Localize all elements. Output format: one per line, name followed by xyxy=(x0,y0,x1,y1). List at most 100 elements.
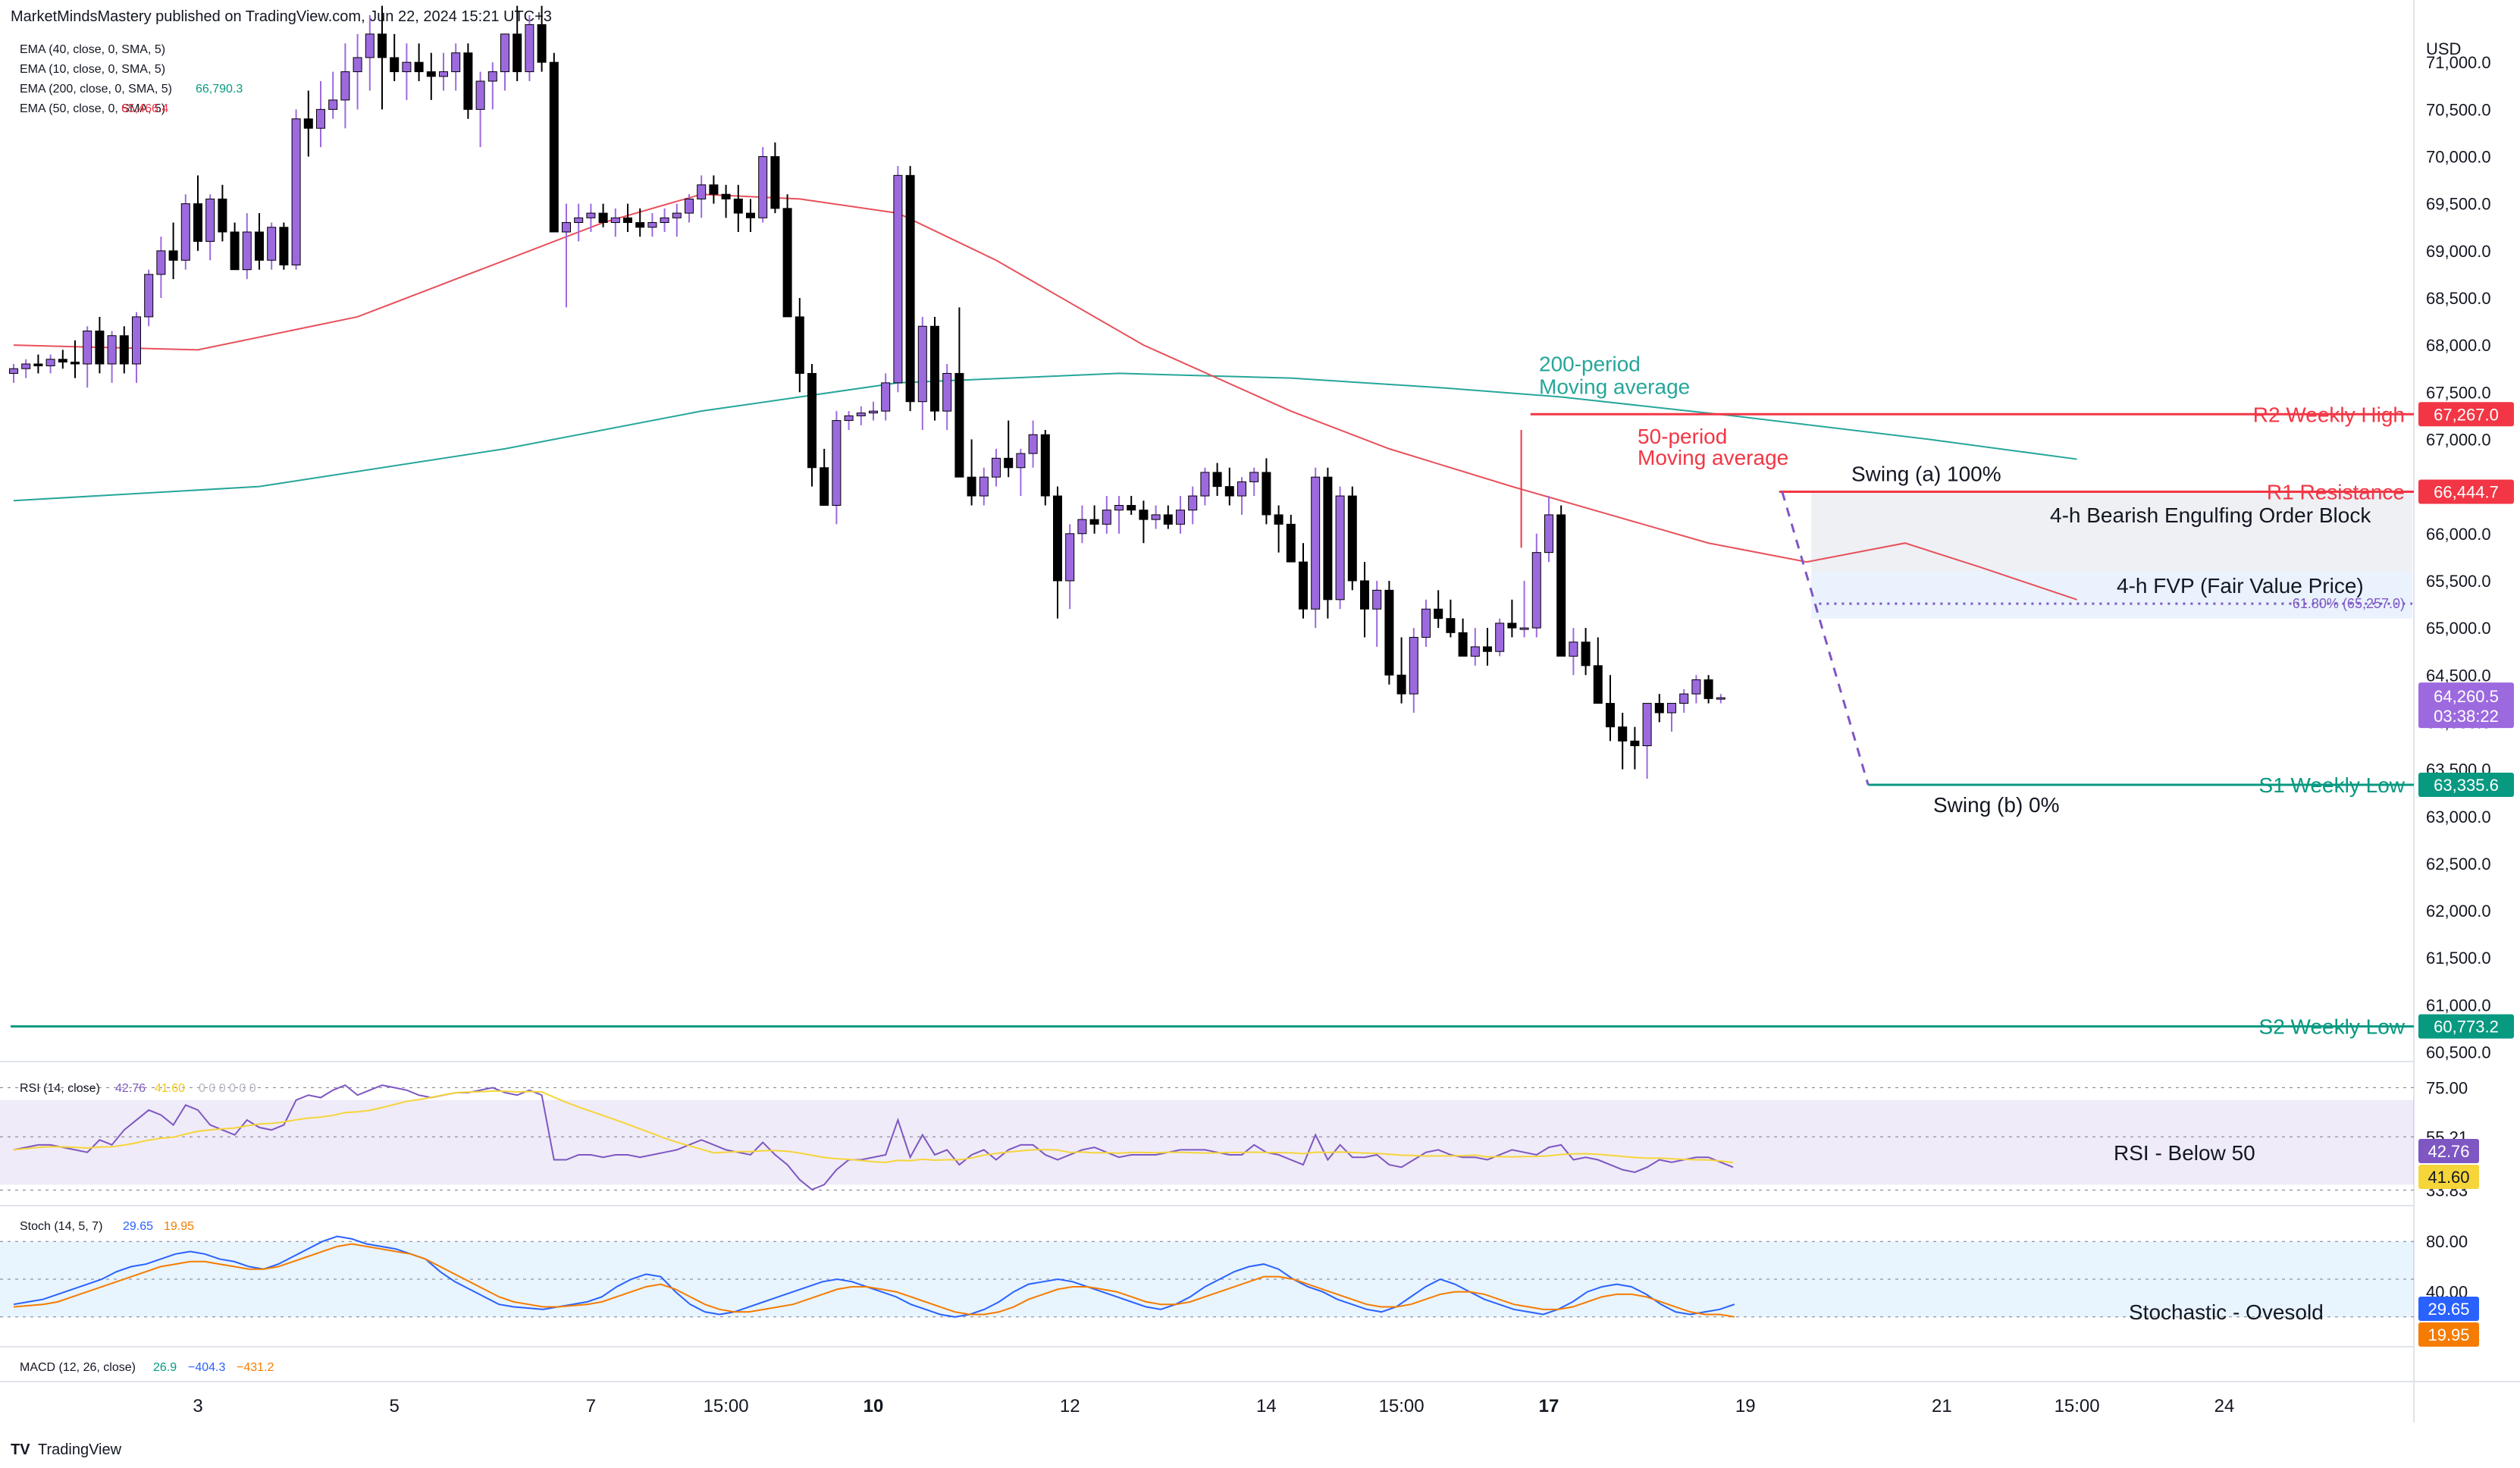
candle-body xyxy=(107,335,117,365)
candle-body xyxy=(1667,703,1676,714)
candle-body xyxy=(721,193,731,199)
candle-body xyxy=(758,155,768,218)
candle-body xyxy=(267,227,277,261)
candle-body xyxy=(1163,514,1173,525)
candle-body xyxy=(807,372,816,469)
candle-body xyxy=(119,335,129,365)
candle-body xyxy=(1691,679,1701,695)
swing-b-label: Swing (b) 0% xyxy=(1933,793,2060,817)
candle-body xyxy=(33,363,43,366)
candle-body xyxy=(1188,495,1198,511)
price-badges: 67,267.0 66,444.7 64,260.5 03:38:22 63,3… xyxy=(2418,402,2514,1039)
order-block-label: 4-h Bearish Engulfing Order Block xyxy=(2050,503,2371,527)
candle-body xyxy=(132,316,141,365)
time-tick: 14 xyxy=(1256,1396,1277,1416)
candle-body xyxy=(1519,627,1529,630)
rsi-ma-text: 41.60 xyxy=(2428,1168,2469,1187)
legend-macd-v2: −404.3 xyxy=(188,1361,225,1374)
candle-body xyxy=(279,227,289,265)
time-axis[interactable]: 3 5 7 15:00 10 12 14 15:00 17 19 21 15:00 24 xyxy=(193,1396,2234,1416)
legend-ema50[interactable]: EMA (50, close, 0, SMA, 5) xyxy=(20,102,165,115)
candle-body xyxy=(881,382,891,412)
candle-body xyxy=(1053,495,1062,582)
candle-body xyxy=(1384,589,1394,676)
tv-mark-icon: TV xyxy=(11,1441,30,1458)
legend-ema50-value: 65,466.4 xyxy=(121,102,168,115)
legend-stoch-k: 29.65 xyxy=(123,1220,153,1233)
candle-body xyxy=(1704,679,1713,699)
tradingview-logo[interactable]: TV TradingView xyxy=(11,1441,122,1458)
time-tick: 5 xyxy=(390,1396,400,1416)
candle-body xyxy=(770,155,780,209)
price-tick: 69,000.0 xyxy=(2426,242,2491,261)
rsi-value-badge xyxy=(2418,1139,2479,1163)
candle-body xyxy=(733,198,743,214)
candle-body xyxy=(1642,703,1652,747)
stoch-d-badge xyxy=(2418,1322,2479,1347)
time-tick: 3 xyxy=(193,1396,202,1416)
legend-ema10[interactable]: EMA (10, close, 0, SMA, 5) xyxy=(20,63,165,76)
price-axis[interactable]: 71,000.0 70,500.0 70,000.0 69,500.0 69,000.0… xyxy=(2426,53,2491,1062)
s1-price-text: 63,335.6 xyxy=(2434,776,2499,795)
fib-swing-connector[interactable] xyxy=(1781,491,1870,786)
candle-body xyxy=(1544,514,1553,554)
candle-body xyxy=(353,57,362,73)
time-tick: 24 xyxy=(2214,1396,2235,1416)
price-tick: 66,000.0 xyxy=(2426,525,2491,544)
legend-ema200[interactable]: EMA (200, close, 0, SMA, 5) xyxy=(20,83,172,96)
candle-body xyxy=(869,410,878,414)
candle-body xyxy=(1507,623,1517,629)
candle-body xyxy=(291,118,301,265)
r2-price-text: 67,267.0 xyxy=(2434,405,2499,424)
candle-body xyxy=(205,198,215,242)
swing-a-label: Swing (a) 100% xyxy=(1851,462,2001,485)
legend-ema40[interactable]: EMA (40, close, 0, SMA, 5) xyxy=(20,43,165,56)
rsi-note: RSI - Below 50 xyxy=(2114,1141,2255,1165)
last-price-badge xyxy=(2418,682,2514,729)
candle-body xyxy=(1531,552,1541,629)
candle-body xyxy=(1212,472,1222,488)
candle-body xyxy=(917,325,927,403)
candle-body xyxy=(672,212,682,218)
stoch-tick: 80.00 xyxy=(2426,1232,2468,1251)
stoch-k-text: 29.65 xyxy=(2428,1300,2469,1319)
candle-body xyxy=(954,372,964,478)
candle-body xyxy=(1237,481,1246,497)
candle-body xyxy=(1016,453,1026,469)
legend-rsi-ma-value: 41.60 xyxy=(155,1082,185,1095)
candle-body xyxy=(1127,504,1136,511)
fvp-label: 4-h FVP (Fair Value Price) xyxy=(2117,574,2364,598)
candle-body xyxy=(1102,510,1111,525)
candle-body xyxy=(1262,472,1271,516)
candle-body xyxy=(1299,561,1308,610)
ema200-line xyxy=(13,372,2077,502)
legend-rsi[interactable]: RSI (14, close) xyxy=(20,1082,100,1095)
candle-body xyxy=(1606,703,1615,728)
r1-label: R1 Resistance xyxy=(2267,480,2405,503)
candle-body xyxy=(992,457,1001,478)
candle-body xyxy=(598,212,608,224)
macd-panel: MACD (12, 26, close) 26.9 −404.3 −431.2 xyxy=(20,1361,274,1374)
candle-body xyxy=(1593,665,1603,704)
price-tick: 64,500.0 xyxy=(2426,666,2491,685)
price-tick: 63,000.0 xyxy=(2426,808,2491,827)
legend-stoch[interactable]: Stoch (14, 5, 7) xyxy=(20,1220,102,1233)
candle-body xyxy=(1323,476,1333,601)
candle-body xyxy=(1274,514,1284,525)
candle-body xyxy=(475,80,485,110)
candle-body xyxy=(303,118,313,129)
candle-body xyxy=(71,362,80,365)
ma50-label-line1: 50-period xyxy=(1638,425,1727,448)
candle-body xyxy=(1065,533,1075,582)
order-block-zone xyxy=(1811,491,2412,572)
price-tick: 65,500.0 xyxy=(2426,572,2491,591)
price-tick: 68,500.0 xyxy=(2426,289,2491,308)
candle-body xyxy=(1286,523,1296,563)
stoch-note: Stochastic - Ovesold xyxy=(2129,1300,2324,1324)
candle-body xyxy=(820,467,829,506)
legend-rsi-value: 42.76 xyxy=(115,1082,146,1095)
candle-body xyxy=(328,99,338,110)
legend-macd[interactable]: MACD (12, 26, close) xyxy=(20,1361,136,1374)
